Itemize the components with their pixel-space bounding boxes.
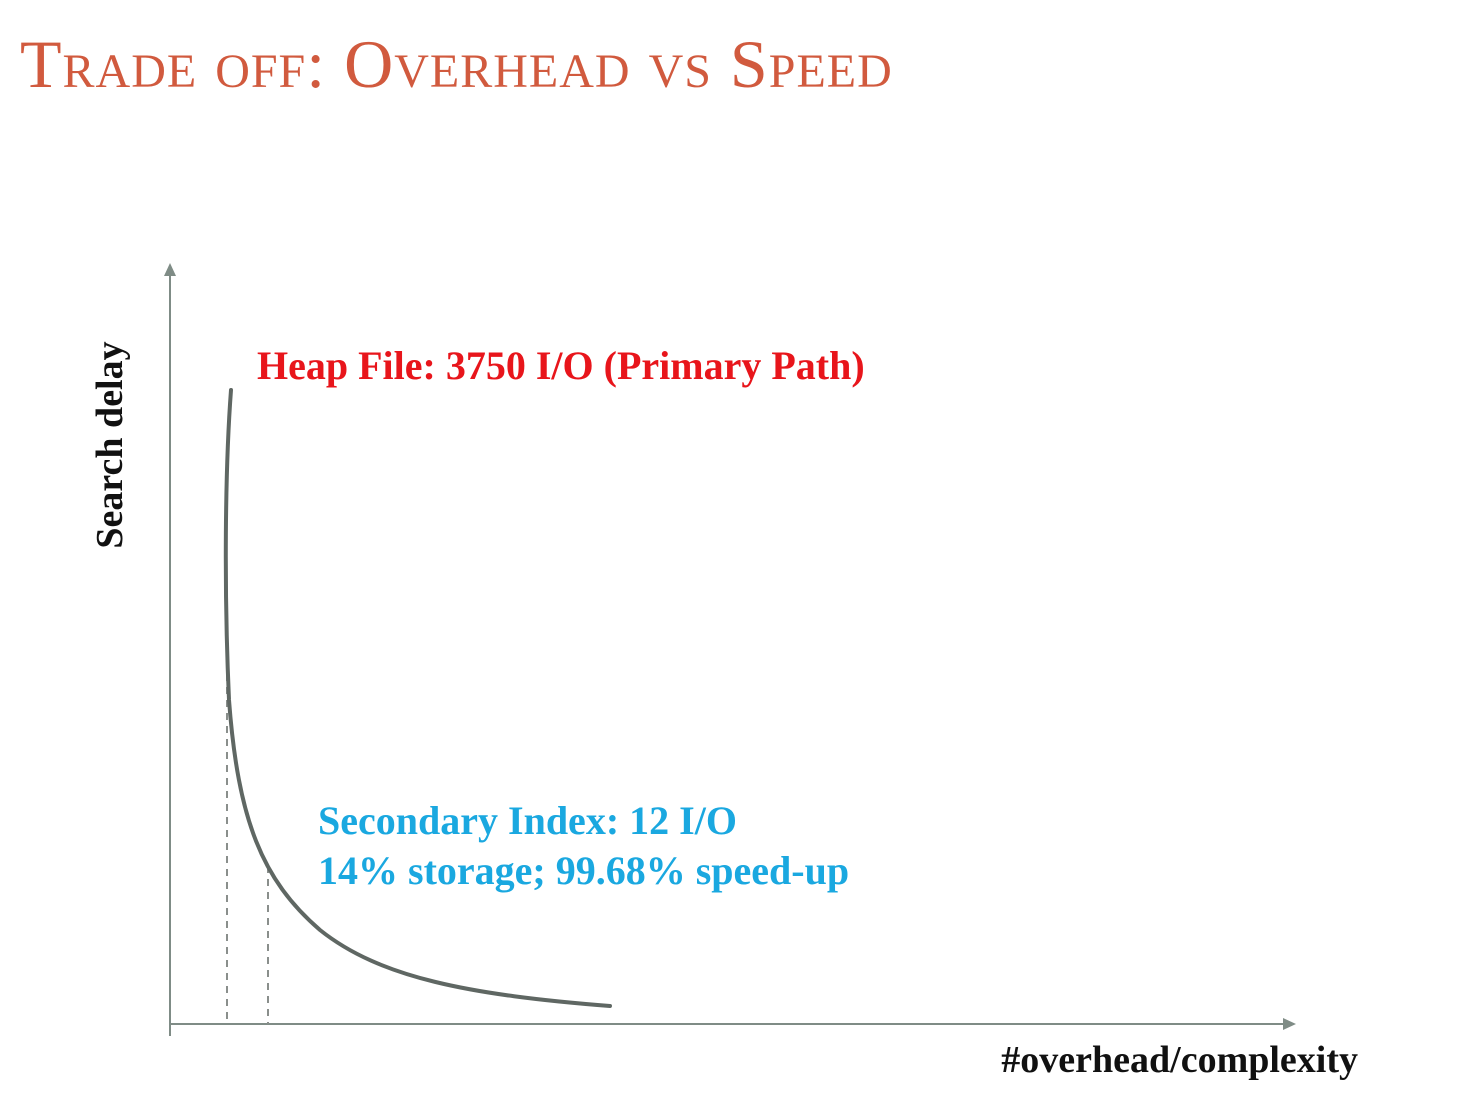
y-axis-arrowhead bbox=[164, 263, 176, 276]
x-axis-label: #overhead/complexity bbox=[1001, 1039, 1358, 1081]
y-axis-label: Search delay bbox=[89, 341, 131, 549]
heap-file-annotation: Heap File: 3750 I/O (Primary Path) bbox=[257, 343, 865, 388]
secondary-index-annotation-line2: 14% storage; 99.68% speed-up bbox=[318, 848, 850, 893]
tradeoff-curve bbox=[223, 388, 612, 1008]
secondary-index-annotation-line1: Secondary Index: 12 I/O bbox=[318, 798, 737, 843]
slide-title: Trade off: Overhead vs Speed bbox=[20, 26, 893, 102]
secondary-index-annotation: Secondary Index: 12 I/O 14% storage; 99.… bbox=[318, 796, 849, 896]
x-axis-arrowhead bbox=[1283, 1018, 1296, 1030]
